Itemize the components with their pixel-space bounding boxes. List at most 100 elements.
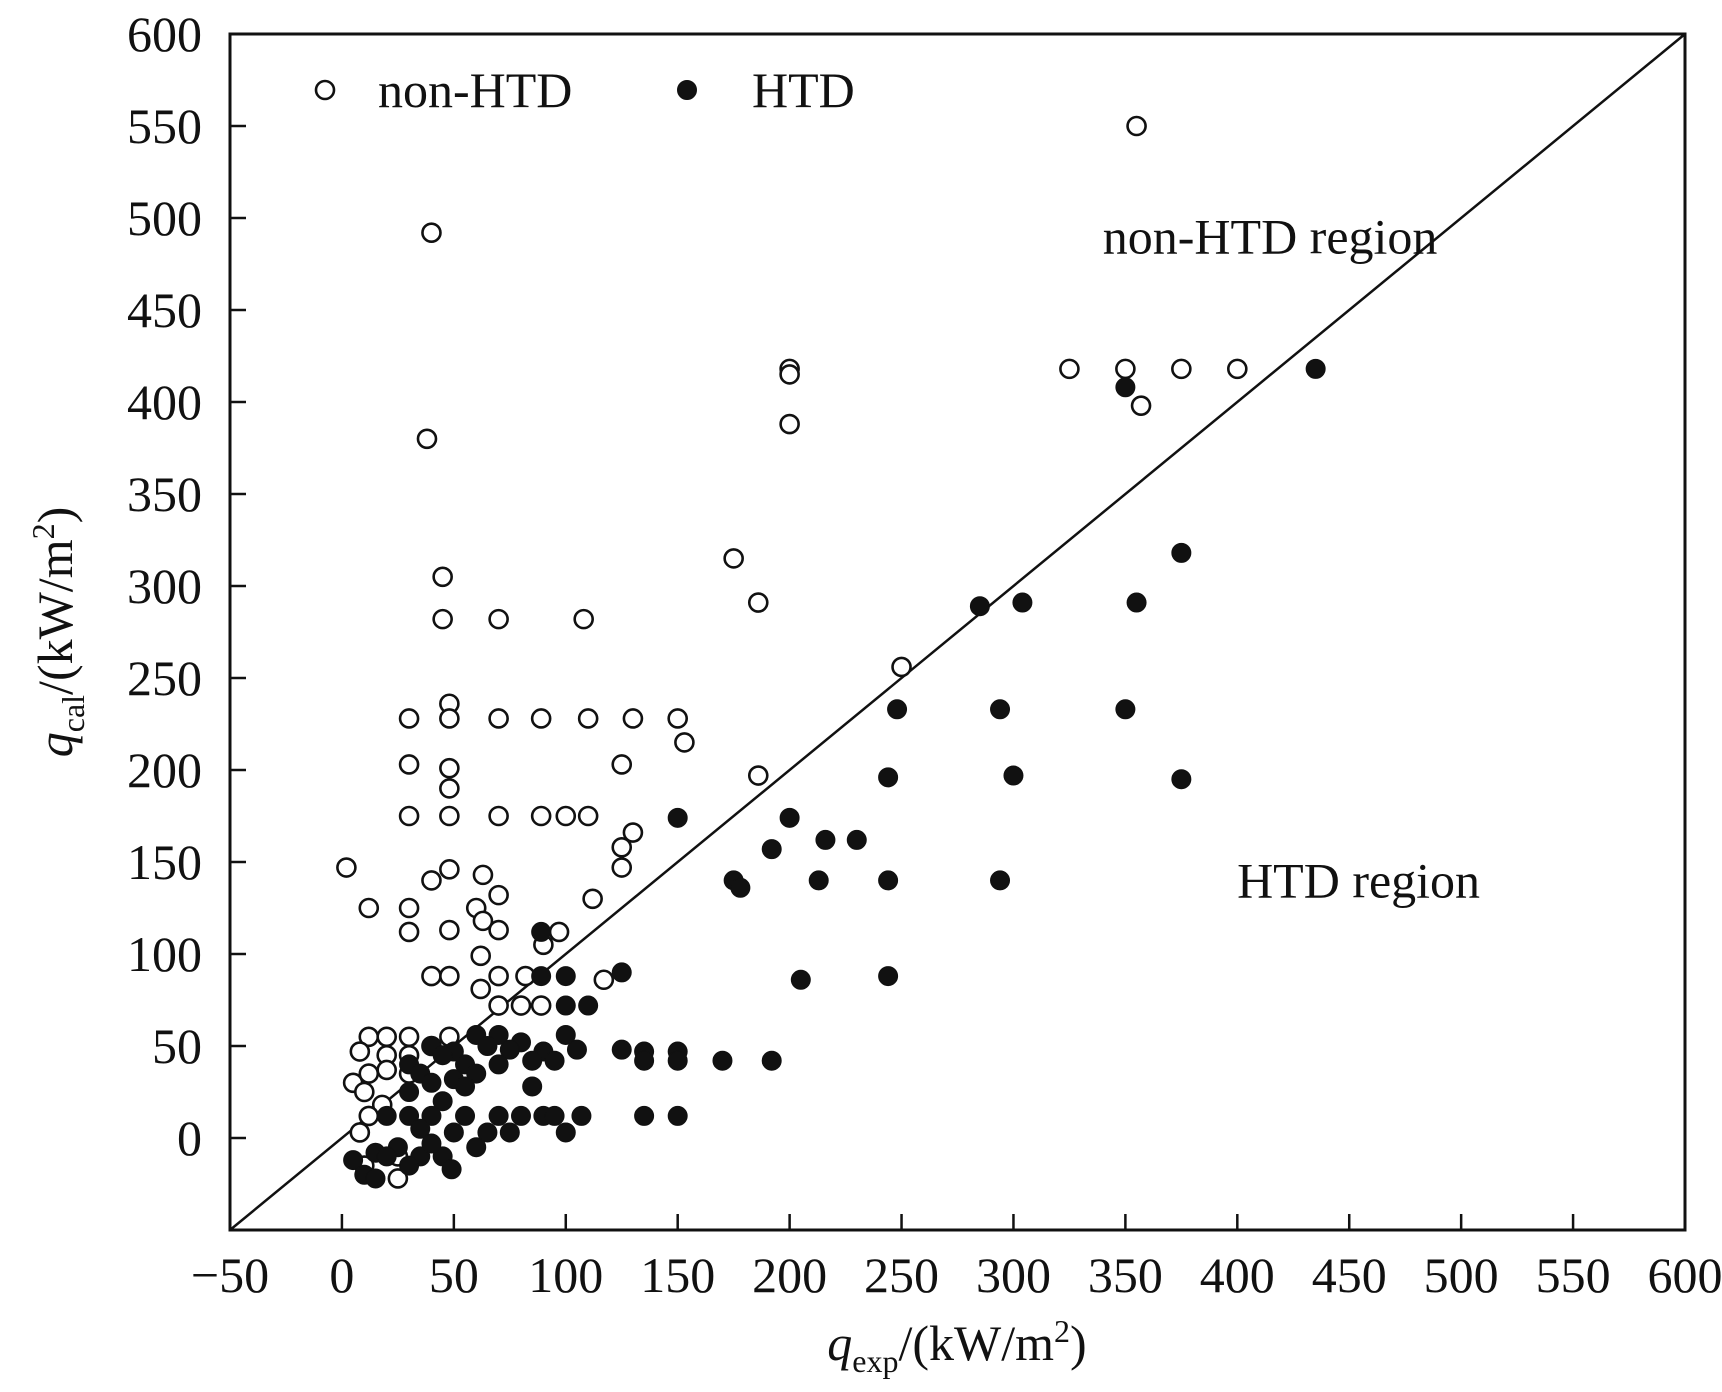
x-tick-label: 350 (1088, 1247, 1163, 1303)
htd-point (878, 870, 899, 891)
non-htd-point (472, 910, 494, 932)
non-htd-point (510, 995, 532, 1016)
non-htd-point (577, 708, 599, 729)
htd-point (376, 1105, 397, 1126)
non-htd-point (398, 1026, 420, 1048)
htd-point (555, 966, 576, 987)
non-htd-point (439, 859, 460, 880)
htd-point (399, 1105, 420, 1126)
x-axis-title: qexp/(kW/m2) (827, 1313, 1086, 1379)
x-tick-label: 100 (528, 1247, 603, 1303)
y-tick-label: 450 (127, 282, 202, 338)
htd-point (779, 807, 800, 828)
non-htd-point (472, 864, 494, 886)
non-htd-point (439, 778, 460, 799)
y-tick-label: 500 (127, 190, 202, 246)
x-tick-label: 550 (1536, 1247, 1611, 1303)
non-htd-point (358, 897, 380, 919)
data-points (336, 115, 1326, 1189)
non-htd-point (1126, 115, 1147, 137)
non-htd-point (747, 592, 769, 613)
htd-point (477, 1036, 498, 1056)
htd-point (365, 1168, 386, 1189)
htd-point (421, 1072, 442, 1093)
htd-point (566, 1039, 587, 1060)
htd-point (730, 877, 751, 898)
htd-point (1115, 377, 1136, 398)
y-axis-title: qcal/(kW/m2) (25, 507, 91, 757)
htd-point (441, 1159, 462, 1180)
legend: non-HTD HTD (314, 62, 855, 118)
htd-point (499, 1122, 520, 1143)
htd-point (555, 1024, 576, 1045)
htd-point (531, 921, 552, 942)
y-tick-label: 100 (127, 926, 202, 982)
htd-point (432, 1091, 453, 1112)
y-tick-label: 350 (127, 466, 202, 522)
x-tick-label: −50 (191, 1247, 269, 1303)
non-htd-point (387, 1168, 409, 1189)
htd-point (455, 1076, 476, 1097)
htd-point (846, 829, 867, 850)
non-htd-point (358, 1063, 380, 1084)
region-label: non-HTD region (1103, 208, 1438, 264)
htd-point (790, 969, 811, 990)
non-htd-point (358, 1105, 380, 1127)
htd-point (455, 1105, 476, 1126)
htd-point (1012, 592, 1033, 613)
htd-point (1003, 765, 1024, 786)
htd-point (511, 1105, 531, 1126)
non-htd-point (439, 708, 460, 729)
htd-point (499, 1039, 520, 1060)
htd-point (969, 596, 990, 617)
htd-point (712, 1050, 733, 1071)
htd-point (1305, 358, 1326, 379)
non-htd-point (779, 364, 800, 385)
non-htd-point (439, 965, 460, 987)
non-htd-point (577, 805, 599, 827)
htd-point (522, 1076, 543, 1097)
y-tick-label: 550 (127, 98, 202, 154)
htd-point (990, 870, 1011, 891)
region-label: HTD region (1237, 852, 1480, 908)
htd-point (1171, 542, 1192, 563)
non-htd-point (488, 608, 509, 630)
non-htd-point (747, 765, 769, 786)
x-tick-label: 250 (864, 1247, 939, 1303)
htd-point (761, 1050, 782, 1071)
non-htd-point (611, 857, 633, 878)
non-htd-point (398, 754, 420, 775)
htd-point (477, 1122, 498, 1143)
non-htd-point (398, 897, 420, 919)
legend-marker (314, 79, 336, 101)
x-tick-label: 50 (429, 1247, 479, 1303)
non-htd-point (1059, 358, 1080, 380)
non-htd-point (421, 870, 442, 891)
x-tick-label: 500 (1424, 1247, 1499, 1303)
non-htd-point (398, 805, 420, 827)
non-htd-point (622, 822, 644, 843)
htd-point (443, 1122, 464, 1143)
series-htd (343, 358, 1326, 1189)
htd-point (421, 1105, 442, 1126)
non-htd-point (622, 708, 644, 729)
y-tick-label: 300 (127, 558, 202, 614)
x-tick-label: 300 (976, 1247, 1051, 1303)
htd-point (466, 1137, 487, 1158)
legend-label: HTD (752, 62, 855, 118)
htd-point (488, 1105, 509, 1126)
htd-point (634, 1105, 655, 1126)
non-htd-point (1227, 358, 1248, 380)
htd-point (488, 1054, 509, 1075)
non-htd-point (376, 1059, 397, 1081)
y-tick-label: 150 (127, 834, 202, 890)
htd-point (376, 1146, 397, 1167)
non-htd-point (555, 805, 577, 827)
non-htd-point (349, 1122, 371, 1143)
htd-point (667, 1105, 688, 1126)
y-tick-label: 400 (127, 374, 202, 430)
non-htd-point (593, 969, 615, 991)
x-tick-label: 0 (329, 1247, 354, 1303)
htd-point (878, 966, 899, 987)
